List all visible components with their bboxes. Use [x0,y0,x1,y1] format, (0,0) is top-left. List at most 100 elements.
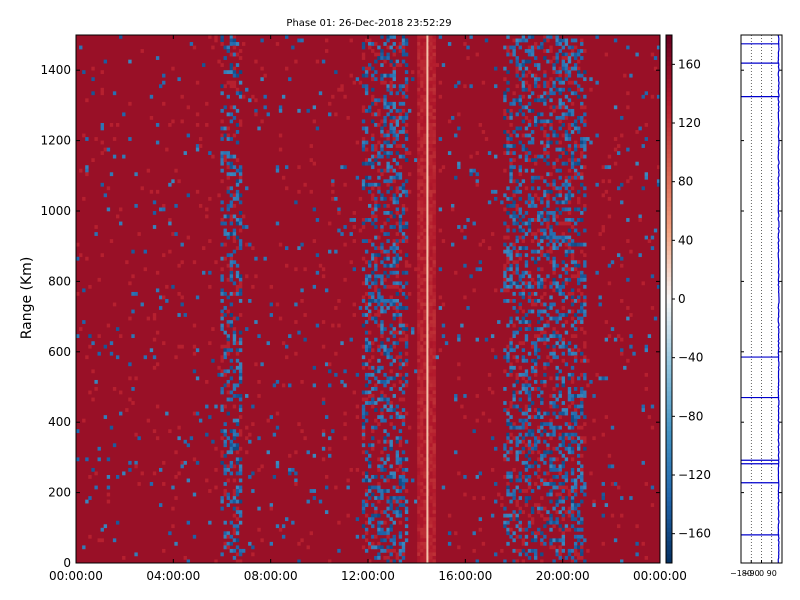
heatmap-cell [392,200,396,205]
heatmap-cell [423,439,427,444]
heatmap-cell [607,281,612,286]
heatmap-cell [192,534,197,539]
heatmap-cell [404,115,409,120]
heatmap-cell [577,94,581,99]
heatmap-cell [518,189,522,194]
heatmap-cell [377,323,381,328]
heatmap-cell [429,397,433,402]
colorbar-segment [666,519,672,524]
heatmap-cell [195,147,200,152]
heatmap-cell [100,126,104,131]
heatmap-cell [552,242,556,247]
heatmap-cell [450,115,455,120]
heatmap-cell [374,337,378,342]
heatmap-cell [469,84,473,89]
heatmap-cell [530,344,535,349]
heatmap-cell [386,151,390,155]
heatmap-cell [404,133,409,138]
heatmap-cell [220,133,224,138]
heatmap-cell [494,288,498,293]
heatmap-cell [423,175,427,180]
heatmap-cell [238,548,243,553]
heatmap-cell [527,218,532,222]
heatmap-cell [97,457,101,462]
heatmap-cell [364,478,369,483]
heatmap-cell [447,42,452,46]
heatmap-cell [186,133,191,138]
heatmap-cell [380,147,384,152]
heatmap-cell [527,323,532,328]
heatmap-cell [570,66,575,71]
heatmap-cell [220,358,224,363]
heatmap-cell [368,316,372,321]
heatmap-cell [398,358,403,363]
heatmap-cell [380,379,384,384]
heatmap-cell [220,327,224,331]
heatmap-cell [251,471,255,476]
heatmap-cell [601,513,605,518]
heatmap-cell [88,475,92,479]
heatmap-cell [524,66,529,71]
heatmap-cell [395,439,400,444]
heatmap-cell [447,531,452,536]
heatmap-cell [349,232,353,236]
colorbar-segment [666,439,672,445]
colorbar-segment [666,193,672,199]
heatmap-cell [251,284,255,289]
heatmap-cell [577,475,581,479]
heatmap-cell [423,256,427,261]
heatmap-cell [537,467,541,472]
heatmap-cell [494,499,498,504]
heatmap-cell [521,376,526,381]
heatmap-cell [291,45,295,50]
heatmap-cell [380,98,384,103]
heatmap-cell [389,175,393,180]
heatmap-cell [226,80,230,85]
heatmap-cell [656,179,661,184]
heatmap-cell [398,541,403,546]
heatmap-cell [202,270,206,275]
heatmap-cell [389,517,393,522]
colorbar-segment [666,127,672,133]
heatmap-cell [567,527,572,532]
heatmap-cell [570,372,575,377]
heatmap-cell [533,249,538,254]
heatmap-cell [530,302,535,307]
heatmap-cell [506,151,510,155]
heatmap-cell [324,49,329,53]
heatmap-cell [417,291,421,296]
heatmap-cell [125,260,129,265]
heatmap-cell [417,513,421,518]
heatmap-cell [644,175,648,180]
heatmap-cell [552,401,556,405]
heatmap-cell [620,200,624,205]
heatmap-cell [552,334,556,339]
heatmap-cell [512,130,516,134]
heatmap-cell [198,203,203,208]
heatmap-cell [524,383,529,388]
heatmap-cell [607,464,612,469]
heatmap-cell [530,358,535,363]
heatmap-cell [533,193,538,198]
heatmap-cell [543,460,547,465]
heatmap-cell [577,87,581,92]
heatmap-cell [577,281,581,286]
heatmap-cell [380,390,384,395]
heatmap-cell [429,133,433,138]
heatmap-cell [524,334,529,339]
heatmap-cell [417,408,421,412]
heatmap-cell [226,348,230,353]
heatmap-cell [334,196,338,201]
heatmap-cell [509,214,513,219]
heatmap-cell [417,277,421,282]
heatmap-cell [420,63,424,67]
heatmap-cell [368,63,372,67]
heatmap-cell [475,475,479,479]
heatmap-cell [524,246,529,251]
heatmap-cell [389,548,393,553]
heatmap-cell [383,302,387,307]
heatmap-cell [238,291,243,296]
heatmap-cell [629,313,633,317]
heatmap-cell [229,70,234,75]
heatmap-cell [570,471,575,476]
